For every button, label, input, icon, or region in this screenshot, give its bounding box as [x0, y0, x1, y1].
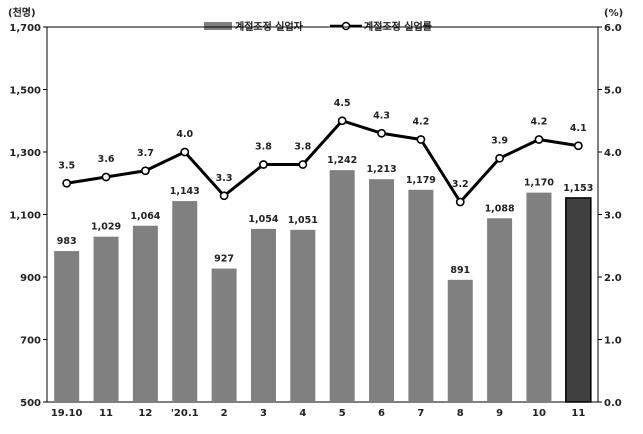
bar-labels: 983 1,029 1,064 1,143 927 1,054 1,051 1,242 1,21… [57, 155, 594, 276]
right-axis-unit: (%) [604, 8, 623, 19]
bar-value-label: 1,088 [485, 203, 515, 214]
x-tick-label: 8 [457, 408, 464, 419]
rate-point [534, 135, 544, 144]
rate-point [455, 197, 465, 207]
rate-line [66, 119, 579, 204]
bar-series [54, 170, 592, 403]
right-tick-label: 5.0 [604, 86, 622, 97]
bar [290, 229, 316, 402]
left-tick-label: 1,700 [9, 23, 41, 34]
rate-value-label: 3.8 [255, 142, 272, 153]
rate-value-label: 3.8 [294, 142, 311, 153]
bar-value-label: 1,029 [91, 222, 121, 233]
rate-point [219, 191, 229, 201]
right-tick-label: 4.0 [604, 148, 622, 159]
bar [447, 279, 473, 402]
x-tick-label: 2 [221, 408, 228, 419]
rate-point [337, 116, 347, 126]
rate-value-label: 4.2 [412, 117, 429, 128]
rate-point [259, 160, 268, 169]
line-labels: 3.5 3.6 3.7 4.0 3.3 3.8 3.8 4.5 4.3 4.2 3.2 3.9 4.2 4… [58, 98, 586, 190]
bar [565, 197, 592, 403]
x-axis: 19.10 11 12 '20.1 2 3 4 5 6 7 8 9 10 11 [51, 408, 585, 419]
rate-value-label: 3.6 [98, 154, 115, 165]
bar-value-label: 1,143 [170, 186, 200, 197]
rate-value-label: 4.5 [334, 98, 351, 109]
x-tick-label: 5 [339, 408, 346, 419]
legend-bar-swatch [204, 22, 232, 30]
bar [250, 228, 276, 402]
bar-value-label: 1,179 [406, 175, 436, 186]
x-tick-label: 19.10 [51, 408, 83, 419]
bar-value-label: 1,170 [524, 178, 554, 189]
line-series [62, 116, 583, 207]
bar [526, 192, 552, 402]
bar-value-label: 1,054 [248, 214, 278, 225]
rate-value-label: 4.3 [373, 110, 390, 121]
left-tick-label: 1,100 [9, 211, 41, 222]
rate-value-label: 3.3 [216, 173, 233, 184]
bar-value-label: 1,242 [327, 155, 357, 166]
x-tick-label: 10 [532, 408, 546, 419]
bar-value-label: 891 [450, 265, 470, 276]
rate-value-label: 3.2 [452, 179, 469, 190]
x-tick-label: 11 [571, 408, 585, 419]
x-tick-label: 9 [496, 408, 503, 419]
right-tick-label: 2.0 [604, 273, 622, 284]
bar [93, 236, 119, 402]
x-tick-label: 3 [260, 408, 267, 419]
bar-value-label: 983 [57, 236, 77, 247]
bar [369, 179, 395, 402]
bar [487, 218, 513, 402]
rate-point [298, 160, 308, 169]
rate-value-label: 3.5 [58, 160, 75, 171]
rate-value-label: 3.7 [137, 148, 154, 159]
right-axis: 0.0 1.0 2.0 3.0 4.0 5.0 6.0 [598, 23, 622, 409]
right-tick-label: 0.0 [604, 398, 622, 409]
bar [54, 251, 80, 402]
right-tick-label: 1.0 [604, 336, 622, 347]
left-axis: 500 700 900 1,100 1,300 1,500 1,700 [9, 23, 47, 409]
right-tick-label: 6.0 [604, 23, 622, 34]
rate-value-label: 4.2 [531, 117, 548, 128]
rate-point [101, 172, 111, 182]
bar [132, 225, 158, 402]
left-axis-unit: (천명) [8, 6, 36, 19]
bar-value-label: 927 [214, 254, 234, 265]
left-tick-label: 1,300 [9, 148, 41, 159]
x-tick-label: 11 [99, 408, 113, 419]
rate-point [573, 141, 583, 151]
rate-value-label: 4.1 [570, 123, 587, 134]
left-tick-label: 1,500 [9, 86, 41, 97]
bar [329, 170, 355, 402]
rate-point [495, 153, 505, 163]
bar [211, 268, 237, 402]
left-tick-label: 900 [20, 273, 41, 284]
x-tick-label: 6 [378, 408, 385, 419]
left-tick-label: 700 [20, 336, 41, 347]
x-tick-label: 7 [417, 408, 424, 419]
x-tick-label: '20.1 [171, 408, 199, 419]
rate-point [416, 135, 426, 144]
bar-value-label: 1,064 [130, 211, 160, 222]
rate-point [180, 147, 190, 157]
bar-value-label: 1,051 [288, 215, 318, 226]
x-tick-label: 12 [138, 408, 152, 419]
bar [408, 189, 434, 402]
rate-point [377, 128, 386, 138]
rate-point [62, 178, 72, 188]
rate-point [140, 166, 150, 176]
right-tick-label: 3.0 [604, 211, 622, 222]
bar [172, 201, 198, 402]
rate-value-label: 3.9 [491, 135, 508, 146]
rate-value-label: 4.0 [176, 129, 193, 140]
bar-value-label: 1,213 [367, 164, 397, 175]
bar-value-label: 1,153 [563, 183, 593, 194]
x-tick-label: 4 [299, 408, 306, 419]
left-tick-label: 500 [20, 398, 41, 409]
legend-line-marker [341, 21, 351, 31]
